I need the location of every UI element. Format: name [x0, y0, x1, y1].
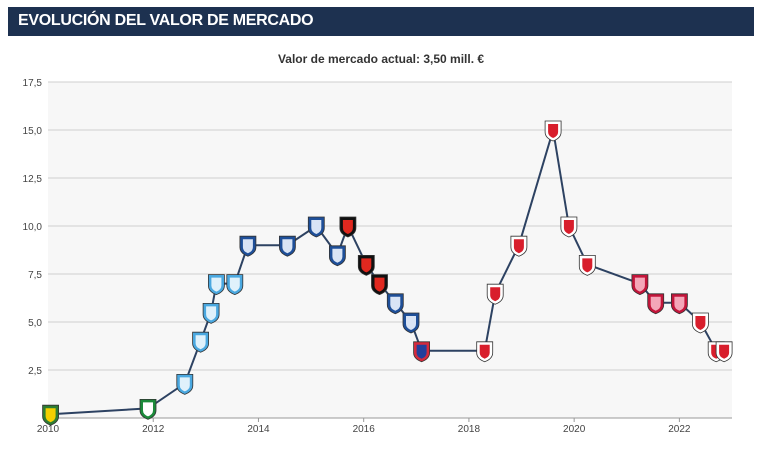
club-crest-inner: [634, 277, 645, 292]
data-point[interactable]: [139, 398, 157, 420]
y-tick-label: 17,5: [23, 78, 43, 89]
data-point[interactable]: [357, 254, 375, 276]
data-point[interactable]: [544, 120, 562, 142]
data-point[interactable]: [386, 293, 404, 315]
data-point[interactable]: [239, 235, 257, 257]
club-crest-inner: [479, 344, 490, 359]
data-point[interactable]: [207, 274, 225, 296]
data-point[interactable]: [42, 404, 59, 426]
x-tick-label: 2012: [142, 424, 165, 435]
club-crest-inner: [211, 277, 222, 292]
x-tick-label: 2016: [353, 424, 376, 435]
data-point[interactable]: [560, 216, 578, 238]
club-crest-inner: [374, 277, 385, 292]
data-point[interactable]: [510, 235, 528, 257]
data-point[interactable]: [578, 254, 596, 276]
data-point[interactable]: [176, 373, 194, 395]
club-crest-inner: [490, 287, 501, 302]
club-crest-inner: [242, 239, 253, 254]
y-tick-label: 12,5: [23, 174, 43, 185]
data-point[interactable]: [631, 274, 649, 296]
club-crest-inner: [582, 258, 593, 273]
club-crest-inner: [513, 239, 524, 254]
club-crest-inner: [206, 306, 217, 321]
data-point[interactable]: [476, 341, 494, 363]
club-crest-inner: [342, 220, 353, 234]
y-tick-label: 2,5: [28, 366, 42, 377]
data-point[interactable]: [647, 293, 665, 315]
x-tick-label: 2018: [458, 424, 481, 435]
data-point[interactable]: [692, 312, 709, 334]
data-point[interactable]: [671, 293, 688, 315]
data-point[interactable]: [371, 274, 388, 296]
x-tick-label: 2014: [247, 424, 270, 435]
club-crest-inner: [179, 377, 190, 392]
data-point[interactable]: [413, 341, 431, 363]
club-crest-inner: [650, 296, 661, 311]
club-crest-inner: [282, 239, 293, 254]
section-header: EVOLUCIÓN DEL VALOR DE MERCADO: [8, 7, 754, 36]
data-point[interactable]: [202, 302, 220, 324]
data-point[interactable]: [307, 216, 325, 238]
y-tick-label: 15,0: [23, 126, 43, 137]
data-point[interactable]: [486, 283, 504, 305]
club-crest-inner: [695, 316, 706, 330]
x-tick-label: 2020: [563, 424, 586, 435]
club-crest-inner: [563, 220, 574, 234]
club-crest-inner: [229, 277, 240, 292]
club-crest-inner: [406, 316, 416, 330]
club-crest-inner: [311, 220, 322, 234]
data-point[interactable]: [192, 331, 210, 353]
club-crest-inner: [143, 402, 153, 417]
club-crest-inner: [548, 124, 559, 138]
data-point[interactable]: [339, 216, 357, 238]
y-tick-label: 5,0: [28, 318, 42, 329]
data-point[interactable]: [226, 274, 244, 296]
x-tick-label: 2010: [37, 424, 60, 435]
club-crest-inner: [195, 335, 206, 350]
x-tick-label: 2022: [668, 424, 691, 435]
data-point[interactable]: [328, 245, 346, 267]
data-point[interactable]: [278, 235, 296, 257]
club-crest-inner: [416, 344, 427, 359]
section-title: EVOLUCIÓN DEL VALOR DE MERCADO: [18, 12, 314, 29]
club-crest-inner: [719, 344, 730, 359]
y-tick-label: 10,0: [23, 222, 43, 233]
club-crest-inner: [45, 408, 56, 423]
club-crest-inner: [674, 296, 685, 311]
plot-background: [48, 82, 732, 418]
data-point[interactable]: [402, 312, 420, 334]
club-crest-inner: [332, 248, 343, 263]
club-crest-inner: [361, 258, 372, 273]
data-point[interactable]: [715, 341, 733, 363]
y-tick-label: 7,5: [28, 270, 42, 281]
club-crest-inner: [390, 296, 401, 311]
chart-subtitle: Valor de mercado actual: 3,50 mill. €: [277, 52, 485, 66]
